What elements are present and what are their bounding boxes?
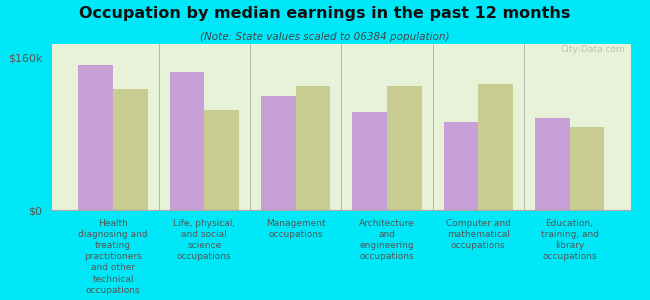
Text: (Note: State values scaled to 06384 population): (Note: State values scaled to 06384 popu…: [200, 32, 450, 41]
Bar: [443, 122, 478, 210]
Text: Occupation by median earnings in the past 12 months: Occupation by median earnings in the pas…: [79, 6, 571, 21]
Bar: [170, 72, 204, 210]
Bar: [535, 118, 569, 210]
Bar: [387, 86, 422, 210]
Bar: [78, 65, 113, 210]
Bar: [296, 86, 330, 210]
Bar: [113, 89, 148, 210]
Bar: [204, 110, 239, 210]
Bar: [352, 112, 387, 210]
Bar: [261, 96, 296, 210]
Bar: [478, 84, 513, 210]
Text: City-Data.com: City-Data.com: [560, 45, 625, 54]
Bar: [569, 127, 604, 210]
